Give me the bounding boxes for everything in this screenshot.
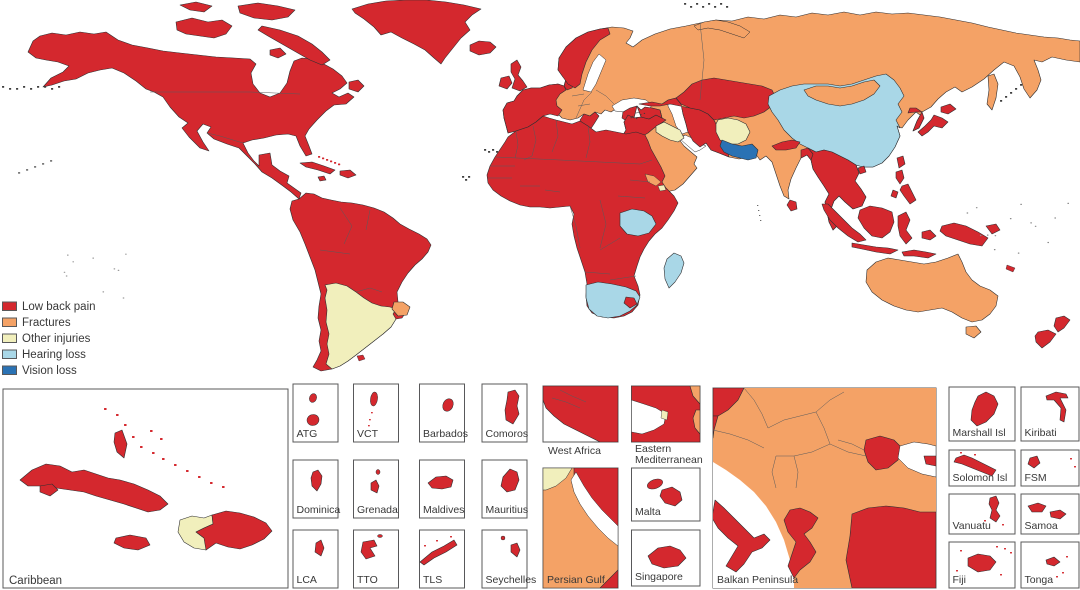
- svg-text:Kiribati: Kiribati: [1025, 427, 1057, 439]
- svg-text:Marshall Isl: Marshall Isl: [953, 427, 1006, 439]
- svg-text:Tonga: Tonga: [1025, 574, 1054, 586]
- svg-text:ATG: ATG: [297, 428, 318, 440]
- svg-text:Samoa: Samoa: [1025, 520, 1058, 532]
- svg-text:Fractures: Fractures: [22, 317, 71, 329]
- svg-text:Comoros: Comoros: [486, 428, 529, 440]
- svg-text:Mauritius: Mauritius: [486, 504, 529, 516]
- svg-text:Maldives: Maldives: [423, 504, 464, 516]
- svg-text:Persian Gulf: Persian Gulf: [547, 574, 605, 586]
- svg-text:Eastern: Eastern: [635, 443, 671, 455]
- svg-text:Vision loss: Vision loss: [22, 365, 77, 377]
- svg-text:Other injuries: Other injuries: [22, 333, 91, 345]
- svg-text:Hearing loss: Hearing loss: [22, 349, 86, 361]
- svg-text:LCA: LCA: [297, 574, 317, 586]
- svg-text:Mediterranean: Mediterranean: [635, 454, 703, 466]
- svg-text:Fiji: Fiji: [953, 574, 966, 586]
- svg-text:Caribbean: Caribbean: [9, 575, 62, 587]
- svg-text:TTO: TTO: [357, 574, 378, 586]
- svg-text:TLS: TLS: [423, 574, 442, 586]
- svg-text:Solomon Isl: Solomon Isl: [953, 472, 1008, 484]
- svg-text:Singapore: Singapore: [635, 571, 683, 583]
- svg-text:Barbados: Barbados: [423, 428, 468, 440]
- svg-text:Dominica: Dominica: [297, 504, 341, 516]
- svg-text:Malta: Malta: [635, 506, 661, 518]
- svg-text:Low back pain: Low back pain: [22, 301, 96, 313]
- svg-text:Seychelles: Seychelles: [486, 574, 537, 586]
- svg-text:FSM: FSM: [1025, 472, 1047, 484]
- svg-text:West Africa: West Africa: [548, 445, 601, 457]
- svg-text:VCT: VCT: [357, 428, 379, 440]
- svg-text:Grenada: Grenada: [357, 504, 398, 516]
- svg-text:Balkan Peninsula: Balkan Peninsula: [717, 574, 798, 586]
- svg-text:Vanuatu: Vanuatu: [953, 520, 991, 532]
